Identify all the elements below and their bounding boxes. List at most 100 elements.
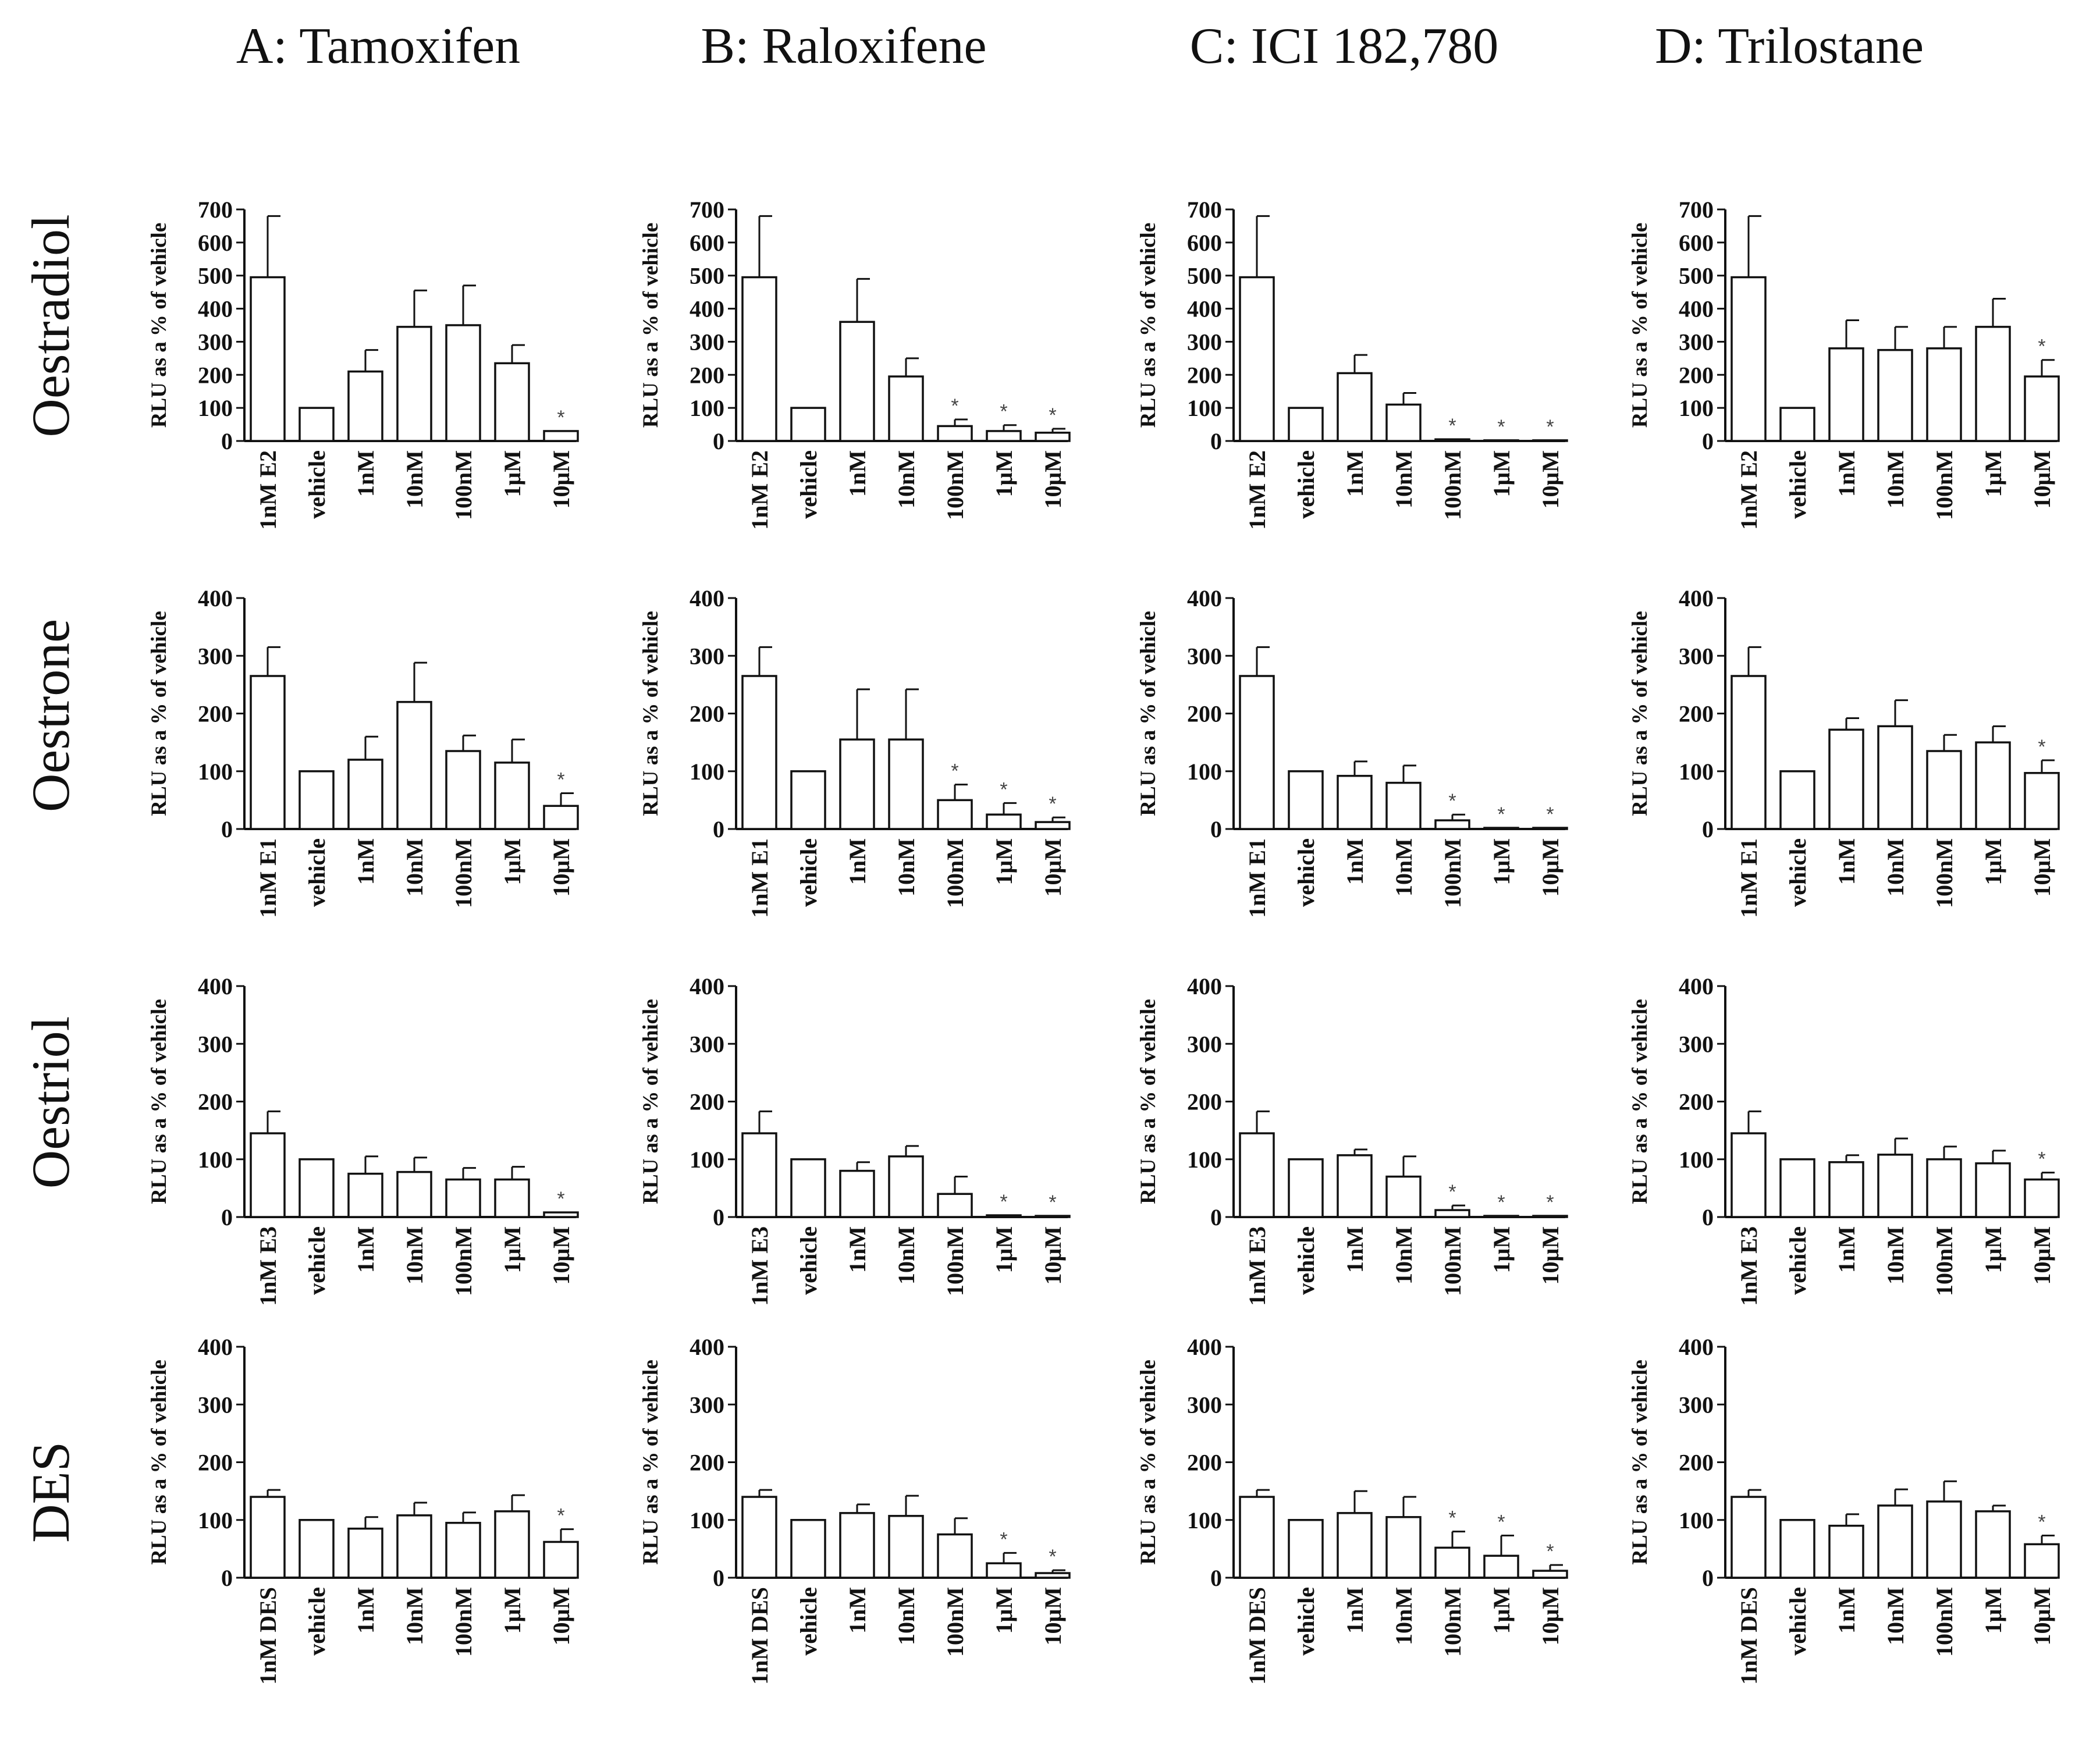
bar: [250, 675, 286, 830]
significance-marker: *: [1448, 1181, 1456, 1203]
bar: [396, 1514, 432, 1579]
x-category-label: 10μM: [1537, 1226, 1564, 1285]
bar: [1385, 1175, 1422, 1218]
bar: [1483, 1215, 1519, 1218]
bar: [494, 1178, 530, 1218]
y-tick-label: 300: [198, 329, 233, 355]
y-tick-label: 200: [690, 701, 724, 727]
bar: [494, 362, 530, 442]
y-axis-label: RLU as a % of vehicle: [639, 999, 663, 1204]
x-category-label: 1nM: [1833, 1226, 1860, 1273]
y-axis-label: RLU as a % of vehicle: [639, 611, 663, 816]
y-tick-label: 300: [198, 643, 233, 669]
x-category-label: 100nM: [942, 450, 968, 520]
x-category-label: 100nM: [942, 1587, 968, 1657]
x-category-label: 1nM: [844, 1587, 870, 1634]
x-category-label: 1nM: [1833, 838, 1860, 885]
chart-panel-r0-c1: 0 100 200 300 400 500 600 700 RLU as a % of vehi…: [639, 197, 1071, 530]
x-category-label: vehicle: [304, 838, 330, 907]
y-tick-label: 400: [1679, 585, 1714, 611]
bar: [1483, 439, 1519, 442]
y-tick-label: 300: [1679, 1392, 1714, 1418]
bar: [1239, 1496, 1275, 1579]
bar: [741, 675, 777, 830]
y-tick-label: 400: [198, 296, 233, 322]
y-tick-label: 400: [1679, 296, 1714, 322]
x-category-label: 10nM: [401, 1226, 428, 1285]
bar: [1828, 1524, 1864, 1579]
y-tick-label: 100: [1187, 759, 1222, 785]
column-title-raloxifene: B: Raloxifene: [701, 18, 986, 74]
bar: [888, 375, 924, 442]
bar: [839, 738, 875, 830]
x-category-label: 1nM E3: [1244, 1226, 1270, 1306]
bar: [543, 805, 579, 830]
x-category-label: 10nM: [401, 1587, 428, 1645]
bar: [1877, 1504, 1913, 1579]
y-tick-label: 400: [198, 1334, 233, 1360]
bar: [543, 430, 579, 442]
y-tick-label: 100: [690, 759, 724, 785]
x-category-label: 1nM: [1342, 1226, 1368, 1273]
x-category-label: 10μM: [1537, 1587, 1564, 1645]
y-tick-label: 100: [1679, 1507, 1714, 1533]
y-tick-label: 0: [1702, 428, 1714, 454]
y-tick-label: 400: [198, 973, 233, 999]
x-category-label: 100nM: [942, 838, 968, 908]
y-tick-label: 700: [1679, 197, 1714, 223]
significance-marker: *: [951, 395, 958, 417]
bar: [1434, 438, 1470, 442]
y-tick-label: 600: [690, 230, 724, 256]
significance-marker: *: [1000, 1191, 1007, 1213]
significance-marker: *: [557, 1188, 564, 1210]
chart-panel-r0-c2: 0 100 200 300 400 500 600 700 RLU as a % of vehi…: [1136, 197, 1568, 530]
y-tick-label: 300: [198, 1392, 233, 1418]
bar: [396, 700, 432, 830]
x-category-label: 1nM E3: [1736, 1226, 1762, 1306]
y-tick-label: 400: [1187, 585, 1222, 611]
bar: [790, 407, 826, 442]
significance-marker: *: [1546, 1540, 1554, 1563]
bar: [1239, 675, 1275, 830]
row-title-oestriol: Oestriol: [21, 1016, 80, 1189]
x-category-label: 1nM: [844, 1226, 870, 1273]
y-tick-label: 300: [198, 1031, 233, 1057]
x-category-label: 1μM: [991, 838, 1017, 885]
x-category-label: 10μM: [548, 1226, 574, 1285]
x-category-label: 1μM: [499, 838, 525, 885]
bar: [1877, 725, 1913, 830]
bar: [1337, 774, 1373, 830]
x-category-label: 10μM: [2029, 450, 2055, 508]
column-titles: A: Tamoxifen B: Raloxifene C: ICI 182,78…: [236, 18, 1924, 74]
y-tick-label: 200: [690, 1089, 724, 1115]
bar: [1779, 770, 1815, 830]
y-tick-label: 100: [1679, 395, 1714, 421]
x-category-label: 1nM E1: [1244, 838, 1270, 918]
bar: [1035, 821, 1071, 830]
column-title-trilostane: D: Trilostane: [1655, 18, 1924, 74]
column-title-ici-182780: C: ICI 182,780: [1190, 18, 1498, 74]
significance-marker: *: [1497, 416, 1505, 438]
x-category-label: 10μM: [548, 450, 574, 508]
y-tick-label: 100: [690, 395, 724, 421]
x-category-label: 100nM: [1440, 1226, 1466, 1296]
chart-panel-r3-c2: 0 100 200 300 400 RLU as a % of vehicle 1nM DE…: [1136, 1334, 1568, 1685]
chart-panel-r2-c3: 0 100 200 300 400 RLU as a % of vehicle 1nM E3…: [1628, 973, 2060, 1306]
y-tick-label: 400: [198, 585, 233, 611]
y-axis-label: RLU as a % of vehicle: [1136, 999, 1160, 1204]
x-category-label: 10nM: [401, 838, 428, 896]
y-axis-label: RLU as a % of vehicle: [639, 1360, 663, 1565]
y-tick-label: 600: [1679, 230, 1714, 256]
x-category-label: 1nM E1: [1736, 838, 1762, 918]
significance-marker: *: [951, 760, 958, 782]
y-tick-label: 0: [713, 1565, 724, 1591]
x-category-label: 1nM: [844, 450, 870, 497]
bar: [888, 1515, 924, 1579]
bar: [1337, 372, 1373, 442]
x-category-label: 1nM: [353, 1587, 379, 1634]
y-tick-label: 400: [1187, 1334, 1222, 1360]
y-axis-label: RLU as a % of vehicle: [147, 223, 171, 428]
x-category-label: 1nM: [353, 838, 379, 885]
x-category-label: 1nM E2: [1736, 450, 1762, 530]
y-tick-label: 400: [1187, 973, 1222, 999]
